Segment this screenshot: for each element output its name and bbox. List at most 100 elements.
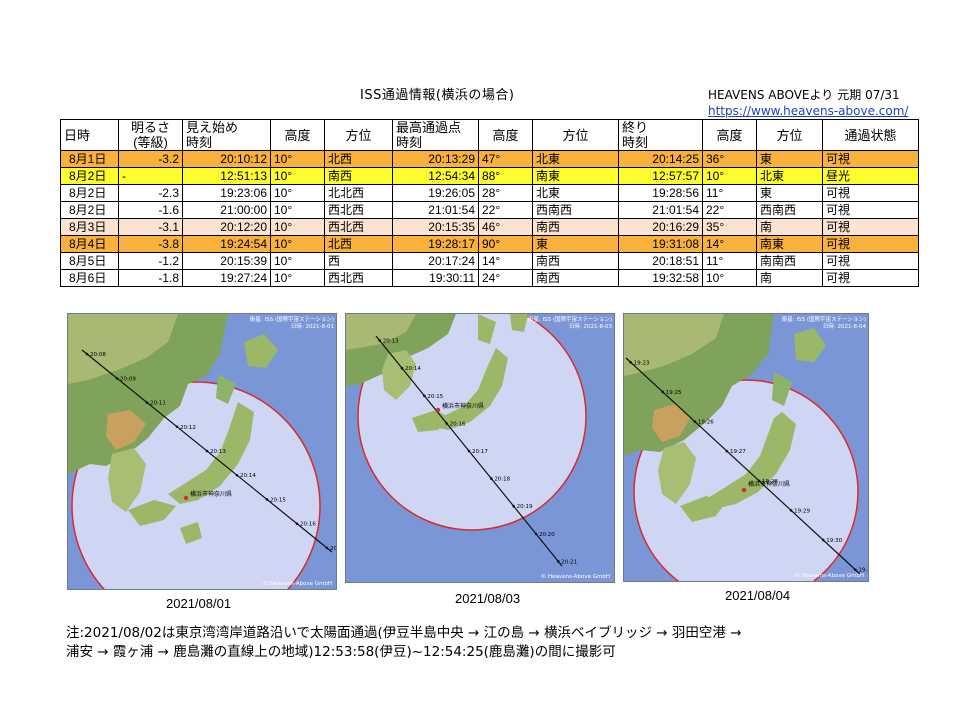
cell-end-dir: 南南西 — [756, 252, 823, 270]
cell-end-time: 12:57:57 — [618, 167, 703, 185]
track-time-label: 20:21 — [561, 559, 577, 565]
track-time-label: 19:23 — [634, 360, 650, 366]
track-tick — [145, 401, 149, 404]
track-time-label: 20:14 — [240, 473, 256, 479]
track-tick — [757, 479, 761, 483]
cell-max-alt: 46° — [478, 218, 533, 236]
source-name: HEAVENS ABOVEより — [708, 88, 834, 102]
map-satellite-label: 衛星: ISS (国際宇宙ステーション) — [528, 315, 612, 323]
track-time-label: 19:29 — [794, 508, 810, 514]
track-time-label: 19:28 — [762, 479, 778, 485]
cell-date: 8月2日 — [60, 201, 119, 219]
cell-start-alt: 10° — [270, 269, 325, 287]
track-tick — [265, 498, 269, 501]
footnote: 注:2021/08/02は東京湾湾岸道路沿いで太陽面通過(伊豆半島中央 → 江の… — [66, 624, 936, 662]
observer-location-label: 横浜市神奈川県 — [442, 402, 484, 410]
table-row: 8月5日 -1.2 20:15:39 10° 西 20:17:24 14° 南西 20:18:5… — [60, 252, 919, 270]
cell-start-time: 20:10:12 — [182, 150, 271, 168]
cell-max-dir: 北東 — [532, 184, 619, 202]
table-row: 8月2日 -1.6 21:00:00 10° 西北西 21:01:54 22° 西南西 21:0… — [60, 201, 919, 219]
cell-start-time: 21:00:00 — [182, 201, 271, 219]
document-title: ISS通過情報(横浜の場合) — [360, 88, 515, 103]
track-time-label: 20:13 — [210, 449, 226, 455]
cell-max-dir: 西南西 — [532, 201, 619, 219]
cell-end-time: 19:31:08 — [618, 235, 703, 253]
cell-start-dir: 西北西 — [324, 201, 393, 219]
cell-end-alt: 10° — [702, 167, 757, 185]
cell-end-time: 19:28:56 — [618, 184, 703, 202]
cell-max-time: 20:17:24 — [392, 252, 479, 270]
cell-start-alt: 10° — [270, 235, 325, 253]
cell-start-dir: 西 — [324, 252, 393, 270]
cell-max-dir: 南東 — [532, 167, 619, 185]
track-tick — [445, 422, 448, 425]
observer-location-label: 横浜市神奈川県 — [190, 490, 232, 498]
track-tick — [175, 425, 179, 429]
cell-end-alt: 22° — [702, 201, 757, 219]
map-svg-1: 20:08 20:09 20:11 20:12 20:13 20:14 20:15 20:16… — [68, 314, 336, 589]
cell-end-dir: 南 — [756, 269, 823, 287]
cell-start-alt: 10° — [270, 150, 325, 168]
cell-start-time: 19:24:54 — [182, 235, 271, 253]
cell-mag: -3.8 — [118, 235, 183, 253]
cell-end-alt: 14° — [702, 235, 757, 253]
track-time-label: 20:19 — [517, 504, 533, 510]
cell-max-dir: 北東 — [532, 150, 619, 168]
cell-end-alt: 11° — [702, 252, 757, 270]
track-time-label: 20:15 — [427, 394, 443, 400]
track-tick — [534, 532, 538, 536]
cell-state: 可視 — [822, 269, 919, 287]
track-time-label: 19:31 — [858, 568, 868, 574]
cell-start-dir: 北西 — [324, 235, 393, 253]
cell-start-alt: 10° — [270, 218, 325, 236]
cell-max-time: 21:01:54 — [392, 201, 479, 219]
cell-end-time: 19:32:58 — [618, 269, 703, 287]
source-url-link[interactable]: https://www.heavens-above.com/ — [708, 104, 909, 118]
table-row: 8月4日 -3.8 19:24:54 10° 北西 19:28:17 90° 東 19:31:0… — [60, 235, 919, 253]
map-credit: © Heavens-Above GmbH — [541, 573, 610, 580]
track-tick — [789, 509, 793, 512]
cell-max-alt: 24° — [478, 269, 533, 287]
map-caption-2021-08-03: 2021/08/03 — [455, 591, 521, 606]
track-tick — [423, 394, 426, 398]
cell-end-time: 20:14:25 — [618, 150, 703, 168]
epoch-date: 元期 07/31 — [837, 88, 900, 102]
track-time-labels: 20:13 20:14 20:15 20:16 20:17 20:18 20:19 20:20… — [378, 339, 577, 565]
cell-start-time: 19:23:06 — [182, 184, 271, 202]
track-time-label: 20:08 — [90, 352, 106, 358]
table-header-cell: 高度 — [478, 119, 533, 151]
ground-track — [625, 357, 861, 575]
map-date-label: 日時: 2021-8-03 — [569, 322, 613, 330]
observer-location-label: 横浜市神奈川県 — [748, 480, 790, 488]
footnote-line-2: 浦安 → 霞ヶ浦 → 鹿島灘の直線上の地域)12:53:58(伊豆)~12:54… — [66, 644, 616, 660]
track-time-label: 19:27 — [730, 449, 746, 455]
track-tick — [854, 568, 857, 571]
cell-max-time: 12:54:34 — [392, 167, 479, 185]
track-time-label: 20:14 — [405, 366, 421, 372]
track-tick — [821, 538, 825, 542]
cell-date: 8月1日 — [60, 150, 119, 168]
track-time-label: 20:16 — [300, 522, 316, 528]
cell-mag: -2.3 — [118, 184, 183, 202]
table-row: 8月3日 -3.1 20:12:20 10° 西北西 20:15:35 46° 南西 20:16… — [60, 218, 919, 236]
table-header-cell: 方位 — [756, 119, 823, 151]
cell-max-time: 20:15:35 — [392, 218, 479, 236]
cell-end-dir: 北東 — [756, 167, 823, 185]
track-tick — [295, 522, 299, 526]
observer-location-marker — [435, 407, 441, 413]
cell-start-dir: 北北西 — [324, 184, 393, 202]
cell-start-time: 12:51:13 — [182, 167, 271, 185]
track-tick — [205, 449, 209, 453]
map-satellite-label: 衛星: ISS (国際宇宙ステーション) — [782, 315, 866, 323]
map-2021-08-01: 20:08 20:09 20:11 20:12 20:13 20:14 20:15 20:16… — [67, 313, 337, 590]
cell-start-time: 20:12:20 — [182, 218, 271, 236]
track-time-label: 19:25 — [666, 390, 682, 396]
cell-end-time: 20:16:29 — [618, 218, 703, 236]
table-header-cell: 見え始め 時刻 — [182, 119, 271, 151]
table-header-cell: 方位 — [324, 119, 393, 151]
track-time-labels: 20:08 20:09 20:11 20:12 20:13 20:14 20:15 20:16… — [85, 352, 336, 552]
track-tick — [378, 339, 382, 342]
table-header-cell: 最高通過点 時刻 — [392, 119, 479, 151]
track-time-label: 20:20 — [539, 532, 555, 538]
table-row: 8月2日 -2.3 19:23:06 10° 北北西 19:26:05 28° 北東 19:28… — [60, 184, 919, 202]
